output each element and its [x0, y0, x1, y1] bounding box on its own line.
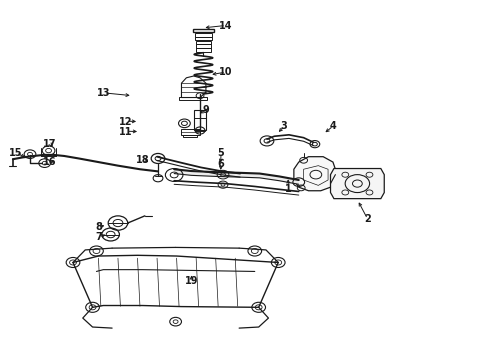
Text: 7: 7: [95, 232, 102, 242]
Polygon shape: [294, 157, 335, 191]
Bar: [196, 37, 212, 40]
Bar: [179, 97, 207, 100]
Polygon shape: [174, 169, 299, 184]
Bar: [196, 41, 211, 44]
Bar: [196, 44, 211, 48]
Bar: [196, 48, 211, 52]
Bar: [195, 33, 212, 37]
Bar: [193, 29, 214, 32]
Bar: [194, 110, 206, 130]
Text: 5: 5: [217, 148, 224, 158]
Text: 1: 1: [285, 184, 292, 194]
Text: 2: 2: [364, 215, 370, 224]
Text: 10: 10: [219, 67, 232, 77]
Text: 16: 16: [43, 157, 56, 167]
Bar: [183, 135, 197, 137]
Text: 13: 13: [97, 88, 110, 98]
Text: 19: 19: [185, 276, 198, 286]
Text: 14: 14: [219, 21, 232, 31]
Text: 4: 4: [330, 121, 336, 131]
Text: 11: 11: [119, 127, 132, 136]
Text: 9: 9: [202, 105, 209, 115]
Text: 6: 6: [217, 159, 224, 169]
Text: 15: 15: [9, 148, 22, 158]
Text: 18: 18: [136, 155, 149, 165]
Text: 12: 12: [119, 117, 132, 127]
Text: 17: 17: [43, 139, 56, 149]
Text: 3: 3: [281, 121, 288, 131]
Bar: [180, 129, 200, 135]
Text: 8: 8: [95, 222, 102, 232]
Polygon shape: [331, 168, 384, 199]
